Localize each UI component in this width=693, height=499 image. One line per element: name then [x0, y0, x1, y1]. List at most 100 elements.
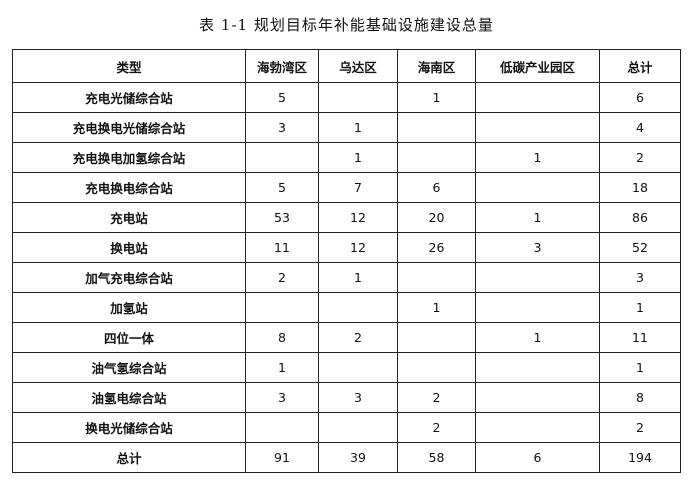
value-cell — [397, 352, 476, 383]
table-row: 充电光储综合站 5 1 6 — [12, 82, 681, 113]
value-cell: 8 — [245, 322, 319, 353]
table-row: 充电换电综合站 5 7 6 18 — [12, 172, 681, 203]
value-cell — [475, 172, 600, 203]
row-type-cell: 油气氢综合站 — [12, 352, 246, 383]
value-cell: 12 — [318, 232, 398, 263]
row-type-cell: 油氢电综合站 — [12, 382, 246, 413]
value-cell: 1 — [475, 142, 600, 173]
value-cell — [397, 142, 476, 173]
value-cell: 2 — [318, 322, 398, 353]
table-row: 充电换电加氢综合站 1 1 2 — [12, 142, 681, 173]
value-cell: 86 — [599, 202, 681, 233]
value-cell — [475, 292, 600, 323]
column-header: 海勃湾区 — [245, 49, 319, 83]
value-cell — [245, 412, 319, 443]
value-cell — [318, 82, 398, 113]
value-cell — [318, 292, 398, 323]
value-cell — [475, 262, 600, 293]
row-type-cell: 充电光储综合站 — [12, 82, 246, 113]
value-cell: 6 — [475, 442, 600, 473]
value-cell: 1 — [318, 142, 398, 173]
value-cell: 3 — [245, 382, 319, 413]
value-cell: 3 — [475, 232, 600, 263]
row-type-cell: 换电光储综合站 — [12, 412, 246, 443]
value-cell: 6 — [599, 82, 681, 113]
header-row: 类型 海勃湾区 乌达区 海南区 低碳产业园区 总计 — [12, 49, 681, 83]
row-type-cell: 充电换电光储综合站 — [12, 112, 246, 143]
table-row: 充电站 53 12 20 1 86 — [12, 202, 681, 233]
value-cell — [475, 352, 600, 383]
value-cell — [475, 412, 600, 443]
value-cell: 1 — [475, 322, 600, 353]
value-cell: 3 — [245, 112, 319, 143]
table-row: 油氢电综合站 3 3 2 8 — [12, 382, 681, 413]
value-cell — [397, 112, 476, 143]
value-cell: 2 — [245, 262, 319, 293]
value-cell: 2 — [599, 412, 681, 443]
value-cell: 91 — [245, 442, 319, 473]
value-cell: 8 — [599, 382, 681, 413]
value-cell: 5 — [245, 172, 319, 203]
value-cell: 2 — [397, 412, 476, 443]
value-cell — [245, 292, 319, 323]
value-cell: 3 — [318, 382, 398, 413]
value-cell — [397, 262, 476, 293]
table-row: 油气氢综合站 1 1 — [12, 352, 681, 383]
value-cell: 20 — [397, 202, 476, 233]
value-cell: 5 — [245, 82, 319, 113]
column-header: 类型 — [12, 49, 246, 83]
table-title: 表 1-1 规划目标年补能基础设施建设总量 — [199, 16, 494, 34]
value-cell: 194 — [599, 442, 681, 473]
table-row: 加氢站 1 1 — [12, 292, 681, 323]
value-cell — [475, 82, 600, 113]
value-cell: 1 — [397, 82, 476, 113]
value-cell: 4 — [599, 112, 681, 143]
row-type-cell: 换电站 — [12, 232, 246, 263]
row-type-cell: 四位一体 — [12, 322, 246, 353]
value-cell: 18 — [599, 172, 681, 203]
value-cell: 1 — [318, 112, 398, 143]
value-cell: 1 — [318, 262, 398, 293]
value-cell: 6 — [397, 172, 476, 203]
column-header: 低碳产业园区 — [475, 49, 600, 83]
value-cell: 53 — [245, 202, 319, 233]
row-type-cell: 加氢站 — [12, 292, 246, 323]
value-cell: 1 — [599, 352, 681, 383]
value-cell: 7 — [318, 172, 398, 203]
column-header: 乌达区 — [318, 49, 398, 83]
value-cell: 39 — [318, 442, 398, 473]
value-cell: 11 — [599, 322, 681, 353]
table-row: 换电站 11 12 26 3 52 — [12, 232, 681, 263]
value-cell: 11 — [245, 232, 319, 263]
column-header: 总计 — [599, 49, 681, 83]
row-type-cell: 充电换电综合站 — [12, 172, 246, 203]
value-cell — [318, 412, 398, 443]
value-cell — [475, 112, 600, 143]
table-row: 加气充电综合站 2 1 3 — [12, 262, 681, 293]
value-cell — [475, 382, 600, 413]
table-row: 充电换电光储综合站 3 1 4 — [12, 112, 681, 143]
value-cell: 2 — [599, 142, 681, 173]
total-row: 总计 91 39 58 6 194 — [12, 442, 681, 473]
value-cell — [318, 352, 398, 383]
value-cell: 58 — [397, 442, 476, 473]
value-cell: 52 — [599, 232, 681, 263]
column-header: 海南区 — [397, 49, 476, 83]
table-row: 四位一体 8 2 1 11 — [12, 322, 681, 353]
infrastructure-table: 类型 海勃湾区 乌达区 海南区 低碳产业园区 总计 充电光储综合站 5 1 6 充电换电光储综合站… — [12, 49, 681, 473]
value-cell: 2 — [397, 382, 476, 413]
value-cell: 1 — [245, 352, 319, 383]
value-cell: 26 — [397, 232, 476, 263]
value-cell — [397, 322, 476, 353]
table-row: 换电光储综合站 2 2 — [12, 412, 681, 443]
value-cell: 1 — [397, 292, 476, 323]
value-cell: 1 — [475, 202, 600, 233]
value-cell: 3 — [599, 262, 681, 293]
row-type-cell: 充电站 — [12, 202, 246, 233]
row-type-cell: 总计 — [12, 442, 246, 473]
value-cell: 12 — [318, 202, 398, 233]
value-cell — [245, 142, 319, 173]
row-type-cell: 加气充电综合站 — [12, 262, 246, 293]
value-cell: 1 — [599, 292, 681, 323]
row-type-cell: 充电换电加氢综合站 — [12, 142, 246, 173]
